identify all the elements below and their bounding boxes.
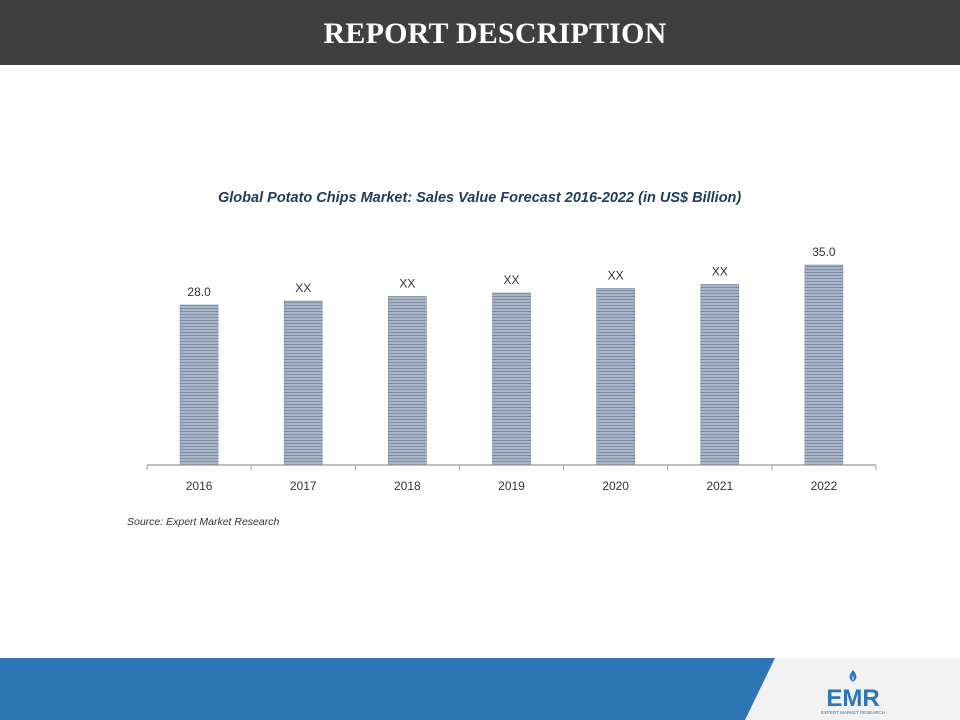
bar-2017 <box>283 300 323 466</box>
data-label-2022: 35.0 <box>812 245 836 259</box>
page-title: REPORT DESCRIPTION <box>323 17 667 50</box>
x-tick-label-2019: 2019 <box>498 479 525 493</box>
bar-2022 <box>804 264 844 466</box>
source-note: Source: Expert Market Research <box>127 516 280 528</box>
data-label-2017: XX <box>295 281 311 295</box>
bar-2019 <box>492 292 531 466</box>
bar-2018 <box>388 296 427 466</box>
data-label-2021: XX <box>712 264 728 278</box>
svg-text:EXPERT MARKET RESEARCH: EXPERT MARKET RESEARCH <box>821 710 885 715</box>
data-label-2019: XX <box>503 273 519 287</box>
bar-2016 <box>179 304 219 466</box>
data-label-2016: 28.0 <box>187 285 211 299</box>
data-label-2020: XX <box>608 268 624 282</box>
x-tick-label-2021: 2021 <box>706 479 733 493</box>
data-label-2018: XX <box>399 276 415 290</box>
header-bar: REPORT DESCRIPTION <box>0 0 960 65</box>
x-tick-label-2022: 2022 <box>811 479 838 493</box>
bar-2021 <box>700 284 740 466</box>
x-tick-label-2018: 2018 <box>394 479 421 493</box>
chart-title: Global Potato Chips Market: Sales Value … <box>218 190 742 206</box>
x-tick-label-2016: 2016 <box>186 479 213 493</box>
emr-logo: EMR EXPERT MARKET RESEARCH <box>821 670 885 715</box>
footer-band <box>0 658 960 720</box>
svg-text:EMR: EMR <box>826 685 879 712</box>
x-tick-label-2020: 2020 <box>602 479 629 493</box>
x-tick-label-2017: 2017 <box>290 479 317 493</box>
bar-2020 <box>596 288 635 466</box>
